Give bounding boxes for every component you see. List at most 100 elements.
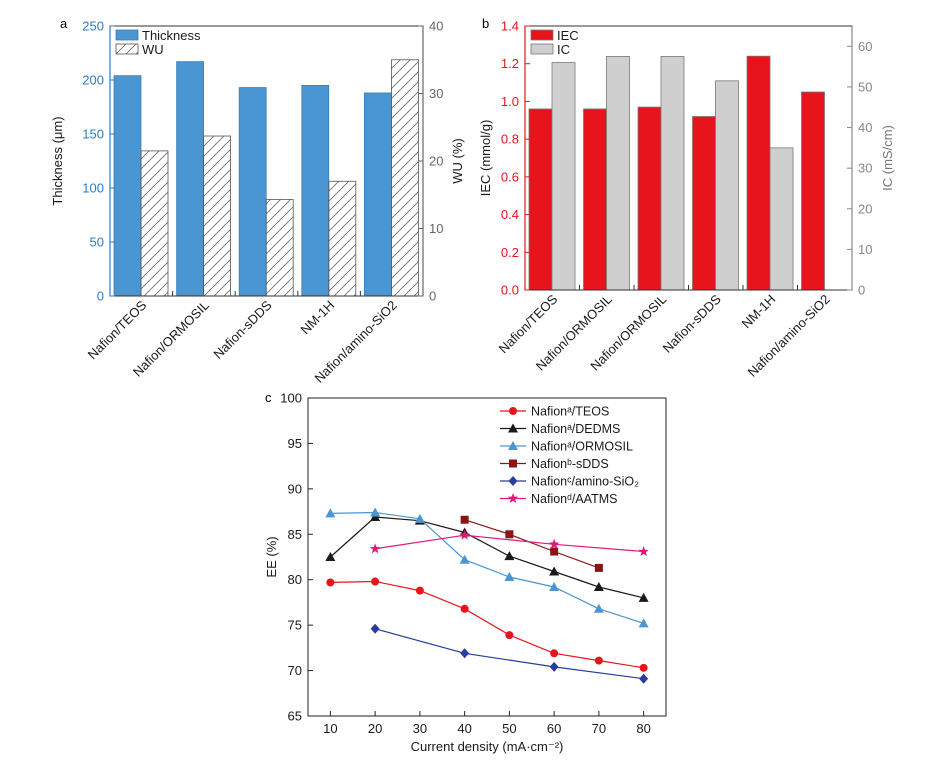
y-tick-label-right: 60 bbox=[858, 39, 872, 54]
panel-letter-a: a bbox=[60, 16, 68, 31]
data-point-0-5 bbox=[550, 649, 559, 658]
series-line-5 bbox=[375, 534, 644, 553]
y-tick-label-left: 100 bbox=[82, 181, 104, 196]
y-tick-label-left: 0.8 bbox=[501, 132, 519, 147]
legend-label-3: Nafionᵇ-sDDS bbox=[531, 457, 609, 471]
y-tick-label-left: 0.6 bbox=[501, 169, 519, 184]
y-tick-label-right: 10 bbox=[858, 242, 872, 257]
data-point-1-7 bbox=[638, 592, 649, 602]
legend-label-1: Nafionᵃ/DEDMS bbox=[531, 422, 620, 436]
series-line-0 bbox=[330, 580, 644, 669]
data-point-1-0 bbox=[325, 552, 336, 561]
y-tick-label-left: 1.0 bbox=[501, 94, 519, 109]
data-point-3-2 bbox=[550, 547, 559, 556]
x-category-label: Nafion-sDDS bbox=[210, 297, 274, 361]
legend-marker-1 bbox=[508, 423, 518, 433]
y-tick-label-left: 0.4 bbox=[501, 207, 519, 222]
data-point-4-0 bbox=[370, 623, 380, 634]
x-axis-title: Current density (mA·cm⁻²) bbox=[411, 739, 564, 754]
y-axis-title: EE (%) bbox=[264, 536, 279, 577]
data-point-2-4 bbox=[504, 571, 515, 581]
y-tick-label-left: 200 bbox=[82, 73, 104, 88]
panel-c-chart: 10 20 30 40 50 60 70 80 65 70 75 80 85 90 95 100 Current… bbox=[264, 391, 667, 754]
y-tick-label-right: 30 bbox=[858, 161, 872, 176]
data-point-5-3 bbox=[638, 546, 649, 556]
plot-frame bbox=[307, 397, 667, 717]
y-tick-label-left: 0 bbox=[97, 289, 104, 304]
x-tick-label: 70 bbox=[592, 721, 606, 736]
bar-iec-1 bbox=[583, 108, 607, 291]
bar-ic-3 bbox=[715, 80, 739, 291]
legend-swatch-thickness bbox=[115, 29, 139, 41]
y-tick-label-left: 0.2 bbox=[501, 245, 519, 260]
y-tick-label-right: 40 bbox=[429, 19, 443, 34]
x-tick-label: 30 bbox=[413, 721, 427, 736]
bar-iec-0 bbox=[528, 108, 553, 291]
y-tick-label-right: 20 bbox=[429, 154, 443, 169]
data-point-5-0 bbox=[369, 543, 381, 554]
bar-iec-5 bbox=[801, 91, 825, 291]
x-category-label: NM-1H bbox=[739, 292, 779, 332]
panel-letter-b: b bbox=[482, 16, 489, 31]
y-tick-label-right: 40 bbox=[858, 120, 872, 135]
data-point-0-4 bbox=[505, 631, 514, 640]
data-point-0-6 bbox=[594, 656, 603, 665]
x-tick-label: 20 bbox=[368, 721, 382, 736]
y-tick-label: 65 bbox=[288, 709, 302, 724]
legend-label-2: Nafionᵃ/ORMOSIL bbox=[531, 440, 633, 454]
data-point-1-5 bbox=[549, 566, 560, 576]
panel-b-chart: 0.0 0.2 0.4 0.6 0.8 1.0 1.2 1.4 0 10 20 30 40 50 60 Naf… bbox=[478, 19, 895, 380]
panel-letter-c: c bbox=[265, 390, 272, 405]
bar-iec-2 bbox=[637, 106, 662, 291]
legend-swatch-wu bbox=[115, 43, 139, 55]
legend-marker-5 bbox=[507, 493, 519, 503]
legend-label-0: Nafionᵃ/TEOS bbox=[531, 405, 609, 419]
data-point-3-0 bbox=[460, 515, 469, 524]
data-point-4-2 bbox=[549, 661, 559, 672]
y-tick-label-right: 10 bbox=[429, 221, 443, 236]
bar-thickness-0 bbox=[113, 75, 142, 297]
data-point-0-7 bbox=[639, 663, 648, 672]
y-tick-label: 90 bbox=[288, 481, 302, 496]
y-tick-label-left: 1.2 bbox=[501, 56, 519, 71]
legend-label-iec: IEC bbox=[557, 28, 579, 43]
legend-marker-0 bbox=[509, 407, 517, 415]
bar-iec-3 bbox=[692, 116, 716, 291]
data-point-4-1 bbox=[460, 648, 470, 659]
x-tick-label: 60 bbox=[547, 721, 561, 736]
y-tick-label-left: 1.4 bbox=[501, 19, 519, 34]
y-axis-title-left: Thickness (μm) bbox=[50, 116, 65, 205]
y-tick-label: 95 bbox=[288, 436, 302, 451]
y-tick-label-left: 250 bbox=[82, 19, 104, 34]
legend-swatch-iec bbox=[530, 29, 554, 41]
legend-marker-2 bbox=[508, 441, 518, 450]
data-point-2-7 bbox=[638, 618, 649, 628]
legend-label-5: Nafionᵈ/AATMS bbox=[531, 492, 617, 506]
series-line-4 bbox=[374, 628, 644, 680]
legend-label-wu: WU bbox=[142, 42, 164, 57]
legend-marker-3 bbox=[509, 459, 517, 468]
y-axis-title-right: WU (%) bbox=[450, 138, 465, 184]
data-point-2-6 bbox=[593, 603, 604, 613]
bar-thickness-4 bbox=[363, 92, 392, 297]
data-point-3-1 bbox=[505, 530, 514, 539]
y-axis-title-left: IEC (mmol/g) bbox=[478, 120, 493, 197]
bar-wu-4 bbox=[390, 59, 419, 297]
bar-thickness-3 bbox=[301, 85, 330, 297]
data-point-0-1 bbox=[371, 577, 380, 586]
data-point-5-2 bbox=[548, 538, 560, 549]
bar-wu-1 bbox=[203, 135, 232, 297]
x-category-label: Nafion-sDDS bbox=[660, 291, 724, 355]
data-point-4-3 bbox=[639, 673, 649, 684]
y-axis-title-right: IC (mS/cm) bbox=[880, 125, 895, 191]
data-point-3-3 bbox=[594, 563, 603, 572]
y-tick-label-left: 0.0 bbox=[501, 283, 519, 298]
legend-label-ic: IC bbox=[557, 42, 570, 57]
bar-wu-2 bbox=[265, 199, 294, 297]
data-point-0-0 bbox=[326, 578, 335, 587]
y-tick-label: 75 bbox=[288, 618, 302, 633]
y-tick-label-left: 50 bbox=[90, 235, 104, 250]
data-point-2-2 bbox=[414, 513, 425, 523]
series-line-3 bbox=[464, 519, 600, 569]
